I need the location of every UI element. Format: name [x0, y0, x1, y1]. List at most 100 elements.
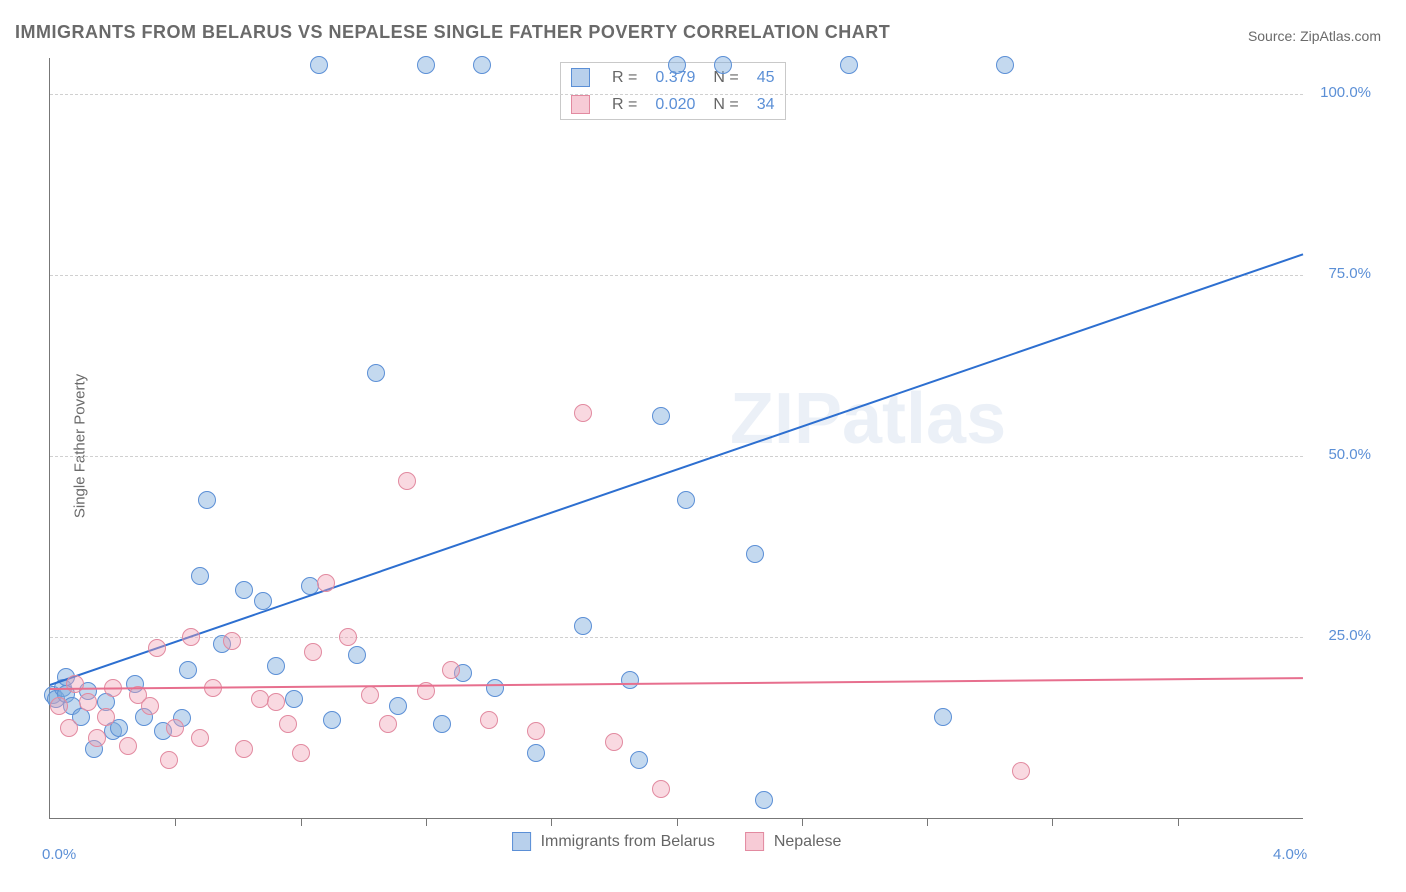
- data-point: [79, 693, 97, 711]
- data-point: [191, 729, 209, 747]
- r-label: R =: [612, 96, 637, 113]
- chart-title: IMMIGRANTS FROM BELARUS VS NEPALESE SING…: [15, 22, 890, 43]
- data-point: [348, 646, 366, 664]
- data-point: [179, 661, 197, 679]
- legend-label-nepalese: Nepalese: [774, 833, 842, 851]
- data-point: [574, 617, 592, 635]
- x-tick: [301, 818, 302, 826]
- source-prefix: Source:: [1248, 28, 1300, 44]
- swatch-blue: [512, 832, 531, 851]
- data-point: [254, 592, 272, 610]
- x-tick: [677, 818, 678, 826]
- data-point: [677, 491, 695, 509]
- r-value-nepalese: 0.020: [655, 96, 695, 113]
- data-point: [398, 472, 416, 490]
- legend-item-belarus: Immigrants from Belarus: [512, 832, 715, 851]
- data-point: [574, 404, 592, 422]
- trend-line: [50, 253, 1304, 686]
- y-tick-label: 100.0%: [1320, 84, 1371, 101]
- x-tick: [551, 818, 552, 826]
- data-point: [198, 491, 216, 509]
- data-point: [746, 545, 764, 563]
- legend-row-nepalese: R = 0.020 N = 34: [563, 92, 783, 117]
- source-name: ZipAtlas.com: [1300, 28, 1381, 44]
- data-point: [292, 744, 310, 762]
- swatch-pink: [745, 832, 764, 851]
- watermark: ZIPatlas: [730, 378, 1006, 460]
- data-point: [480, 711, 498, 729]
- legend-label-belarus: Immigrants from Belarus: [541, 833, 715, 851]
- n-value-belarus: 45: [757, 69, 775, 86]
- data-point: [166, 719, 184, 737]
- data-point: [317, 574, 335, 592]
- data-point: [88, 729, 106, 747]
- data-point: [367, 364, 385, 382]
- data-point: [621, 671, 639, 689]
- data-point: [840, 56, 858, 74]
- x-tick-label: 0.0%: [42, 846, 76, 863]
- data-point: [486, 679, 504, 697]
- data-point: [339, 628, 357, 646]
- legend-item-nepalese: Nepalese: [745, 832, 842, 851]
- r-label: R =: [612, 69, 637, 86]
- data-point: [668, 56, 686, 74]
- data-point: [60, 719, 78, 737]
- data-point: [66, 675, 84, 693]
- data-point: [191, 567, 209, 585]
- legend-series: Immigrants from Belarus Nepalese: [512, 832, 842, 851]
- data-point: [160, 751, 178, 769]
- plot-area: ZIPatlas R = 0.379 N = 45 R = 0.020 N = …: [49, 58, 1303, 819]
- data-point: [934, 708, 952, 726]
- data-point: [473, 56, 491, 74]
- data-point: [141, 697, 159, 715]
- source-attribution: Source: ZipAtlas.com: [1248, 28, 1381, 44]
- data-point: [379, 715, 397, 733]
- data-point: [50, 697, 68, 715]
- data-point: [652, 780, 670, 798]
- data-point: [304, 643, 322, 661]
- data-point: [527, 744, 545, 762]
- swatch-blue: [571, 68, 590, 87]
- data-point: [417, 56, 435, 74]
- data-point: [119, 737, 137, 755]
- data-point: [279, 715, 297, 733]
- gridline: [50, 275, 1303, 276]
- data-point: [310, 56, 328, 74]
- x-tick-label: 4.0%: [1273, 846, 1307, 863]
- data-point: [97, 708, 115, 726]
- data-point: [433, 715, 451, 733]
- data-point: [605, 733, 623, 751]
- data-point: [652, 407, 670, 425]
- x-tick: [927, 818, 928, 826]
- x-tick: [175, 818, 176, 826]
- x-tick: [1178, 818, 1179, 826]
- data-point: [223, 632, 241, 650]
- data-point: [714, 56, 732, 74]
- data-point: [1012, 762, 1030, 780]
- data-point: [361, 686, 379, 704]
- data-point: [235, 581, 253, 599]
- data-point: [755, 791, 773, 809]
- data-point: [235, 740, 253, 758]
- n-label: N =: [713, 96, 738, 113]
- x-tick: [802, 818, 803, 826]
- data-point: [267, 657, 285, 675]
- data-point: [996, 56, 1014, 74]
- data-point: [267, 693, 285, 711]
- data-point: [182, 628, 200, 646]
- data-point: [323, 711, 341, 729]
- n-value-nepalese: 34: [757, 96, 775, 113]
- data-point: [630, 751, 648, 769]
- gridline: [50, 456, 1303, 457]
- trend-line: [50, 677, 1303, 690]
- y-tick-label: 75.0%: [1328, 265, 1371, 282]
- data-point: [285, 690, 303, 708]
- x-tick: [1052, 818, 1053, 826]
- y-tick-label: 25.0%: [1328, 627, 1371, 644]
- data-point: [442, 661, 460, 679]
- y-tick-label: 50.0%: [1328, 446, 1371, 463]
- x-tick: [426, 818, 427, 826]
- data-point: [527, 722, 545, 740]
- chart-container: IMMIGRANTS FROM BELARUS VS NEPALESE SING…: [0, 0, 1406, 892]
- swatch-pink: [571, 95, 590, 114]
